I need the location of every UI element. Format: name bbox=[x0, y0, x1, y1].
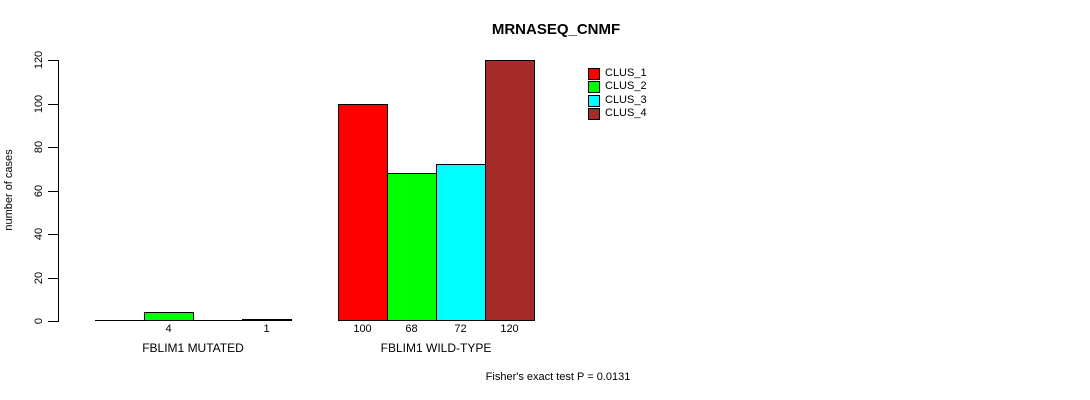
bar-value-label: 1 bbox=[263, 323, 270, 335]
group-label-wildtype: FBLIM1 WILD-TYPE bbox=[380, 341, 492, 355]
y-axis-tick-label: 60 bbox=[33, 184, 45, 198]
bar-value-label: 120 bbox=[500, 323, 519, 335]
y-axis-tick bbox=[48, 191, 59, 192]
y-axis-tick bbox=[48, 278, 59, 279]
legend-item-clus_1: CLUS_1 bbox=[588, 67, 647, 80]
bar-clus_1-wildtype bbox=[338, 104, 388, 321]
zero-bar-clus_3-mutated bbox=[193, 320, 243, 321]
bar-clus_4-mutated bbox=[242, 319, 292, 321]
y-axis-tick-label: 20 bbox=[33, 271, 45, 285]
bar-value-label: 4 bbox=[165, 323, 172, 335]
y-axis-tick-label: 80 bbox=[33, 140, 45, 154]
bar-clus_4-wildtype bbox=[485, 60, 535, 321]
chart-title: MRNASEQ_CNMF bbox=[491, 21, 621, 38]
legend-item-clus_2: CLUS_2 bbox=[588, 80, 647, 93]
y-axis-tick-label: 100 bbox=[33, 94, 45, 114]
group-label-mutated: FBLIM1 MUTATED bbox=[142, 341, 244, 355]
bar-clus_2-wildtype bbox=[387, 173, 437, 321]
legend-swatch-icon bbox=[588, 80, 600, 93]
bar-clus_3-wildtype bbox=[436, 164, 486, 321]
y-axis-tick bbox=[48, 321, 59, 322]
y-axis-tick-label: 0 bbox=[33, 317, 45, 325]
legend-label: CLUS_3 bbox=[605, 94, 647, 106]
legend-label: CLUS_4 bbox=[605, 107, 647, 119]
y-axis-tick bbox=[48, 104, 59, 105]
legend-item-clus_4: CLUS_4 bbox=[588, 107, 647, 120]
bar-clus_2-mutated bbox=[144, 312, 194, 321]
bar-value-label: 68 bbox=[405, 323, 418, 335]
y-axis-tick bbox=[48, 147, 59, 148]
y-axis-label: number of cases bbox=[3, 149, 15, 231]
legend-swatch-icon bbox=[588, 107, 600, 120]
legend-swatch-icon bbox=[588, 94, 600, 107]
y-axis-tick-label: 40 bbox=[33, 227, 45, 241]
legend-label: CLUS_2 bbox=[605, 80, 647, 92]
bar-value-label: 100 bbox=[353, 323, 372, 335]
legend-swatch-icon bbox=[588, 67, 600, 80]
fisher-test-annotation: Fisher's exact test P = 0.0131 bbox=[485, 371, 631, 383]
y-axis-tick bbox=[48, 234, 59, 235]
y-axis-tick bbox=[48, 60, 59, 61]
bar-value-label: 72 bbox=[454, 323, 467, 335]
legend-item-clus_3: CLUS_3 bbox=[588, 94, 647, 107]
zero-bar-clus_1-mutated bbox=[95, 320, 145, 321]
y-axis-tick-label: 120 bbox=[33, 50, 45, 70]
legend-label: CLUS_1 bbox=[605, 67, 647, 79]
